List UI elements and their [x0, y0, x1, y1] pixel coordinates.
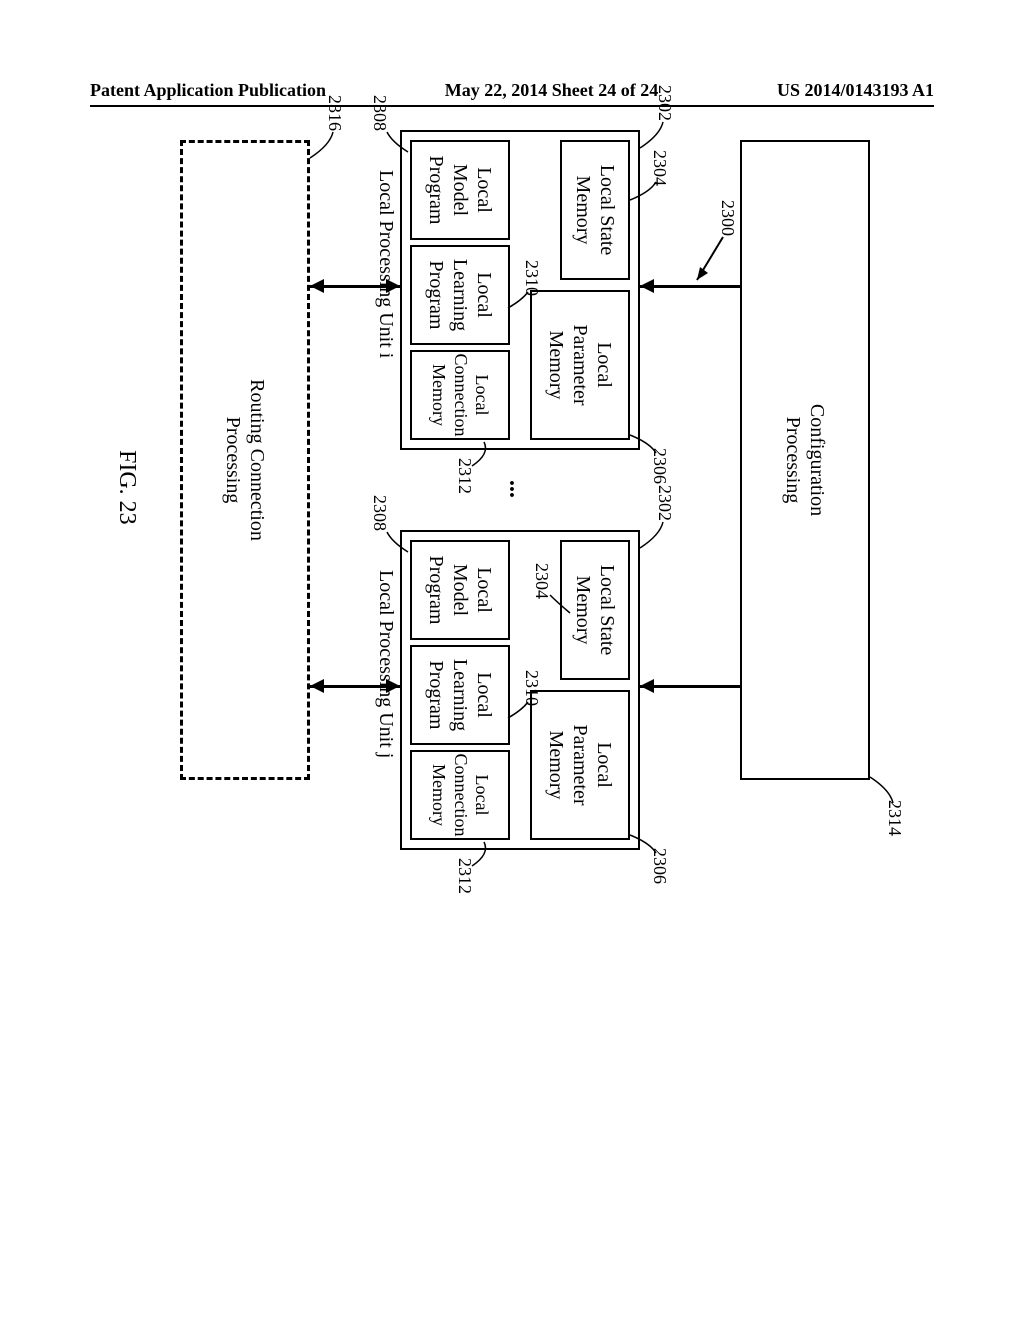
lpm-i-box: Local Parameter Memory	[530, 290, 630, 440]
lcm-j-box: Local Connection Memory	[410, 750, 510, 840]
ref-2302-j: 2302	[654, 485, 675, 521]
ref-2308-i: 2308	[369, 95, 390, 131]
header-center: May 22, 2014 Sheet 24 of 24	[445, 80, 658, 101]
ref-2306-i: 2306	[649, 448, 670, 484]
ref-2300: 2300	[717, 200, 738, 236]
unit-j-label: Local Processing Unit j	[374, 570, 397, 758]
figure-23-diagram: Routing Connection Processing 2316 Local…	[70, 190, 930, 990]
config-box: Configuration Processing	[740, 140, 870, 780]
ref-2304-i: 2304	[649, 150, 670, 186]
llp-i-box: Local Learning Program	[410, 245, 510, 345]
ref-2310-i: 2310	[521, 260, 542, 296]
ref-2314: 2314	[884, 800, 905, 836]
lmp-i-box: Local Model Program	[410, 140, 510, 240]
unit-i-label: Local Processing Unit i	[374, 170, 397, 358]
header-left: Patent Application Publication	[90, 80, 326, 101]
ref-2304-j: 2304	[531, 563, 552, 599]
ref-2312-j: 2312	[454, 858, 475, 894]
lmp-j-box: Local Model Program	[410, 540, 510, 640]
figure-caption: FIG. 23	[113, 450, 140, 525]
lcm-i-box: Local Connection Memory	[410, 350, 510, 440]
ref-2316: 2316	[324, 95, 345, 131]
ref-2308-j: 2308	[369, 495, 390, 531]
ref-2312-i: 2312	[454, 458, 475, 494]
ref-2302-i: 2302	[654, 85, 675, 121]
routing-box: Routing Connection Processing	[180, 140, 310, 780]
ref-2306-j: 2306	[649, 848, 670, 884]
lpm-j-box: Local Parameter Memory	[530, 690, 630, 840]
ref-2310-j: 2310	[521, 670, 542, 706]
page-header: Patent Application Publication May 22, 2…	[90, 80, 934, 107]
llp-j-box: Local Learning Program	[410, 645, 510, 745]
ellipsis: ...	[503, 480, 530, 498]
header-right: US 2014/0143193 A1	[777, 80, 934, 101]
lsm-i-box: Local State Memory	[560, 140, 630, 280]
lsm-j-box: Local State Memory	[560, 540, 630, 680]
